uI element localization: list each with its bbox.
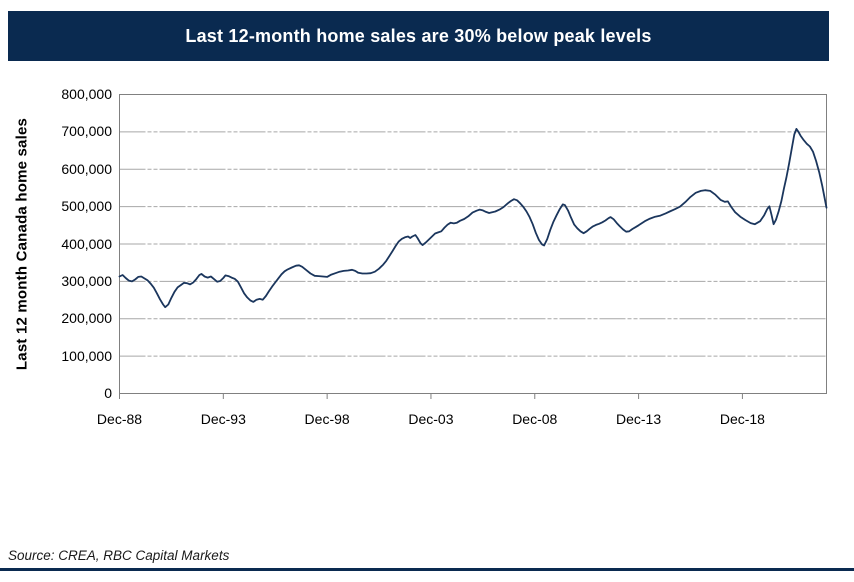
y-tick-label: 700,000 xyxy=(61,123,112,140)
x-tick-label: Dec-03 xyxy=(408,411,454,427)
x-tick-label: Dec-18 xyxy=(719,411,765,427)
sales-line-chart xyxy=(118,94,828,399)
title-banner: Last 12-month home sales are 30% below p… xyxy=(8,11,829,61)
x-tick-label: Dec-98 xyxy=(304,411,350,427)
chart-title: Last 12-month home sales are 30% below p… xyxy=(185,25,652,46)
y-tick-label: 0 xyxy=(104,385,112,401)
x-tick-label: Dec-08 xyxy=(512,411,558,427)
y-tick-label: 800,000 xyxy=(61,86,112,102)
x-tick-label: Dec-13 xyxy=(616,411,662,427)
y-tick-label: 100,000 xyxy=(61,347,112,364)
series-line xyxy=(118,127,828,309)
bottom-divider xyxy=(0,568,854,571)
y-tick-label: 400,000 xyxy=(61,235,112,252)
y-tick-label: 600,000 xyxy=(61,160,112,177)
plot-border xyxy=(119,94,827,394)
source-note: Source: CREA, RBC Capital Markets xyxy=(8,548,230,563)
x-tick-label: Dec-88 xyxy=(96,411,143,427)
chart-figure: Last 12 month Canada home sales 0 100,000… xyxy=(14,86,828,427)
x-tick-label: Dec-93 xyxy=(200,411,246,427)
y-tick-label: 500,000 xyxy=(61,198,112,215)
y-tick-label: 200,000 xyxy=(61,310,112,327)
y-tick-label: 300,000 xyxy=(61,272,112,289)
